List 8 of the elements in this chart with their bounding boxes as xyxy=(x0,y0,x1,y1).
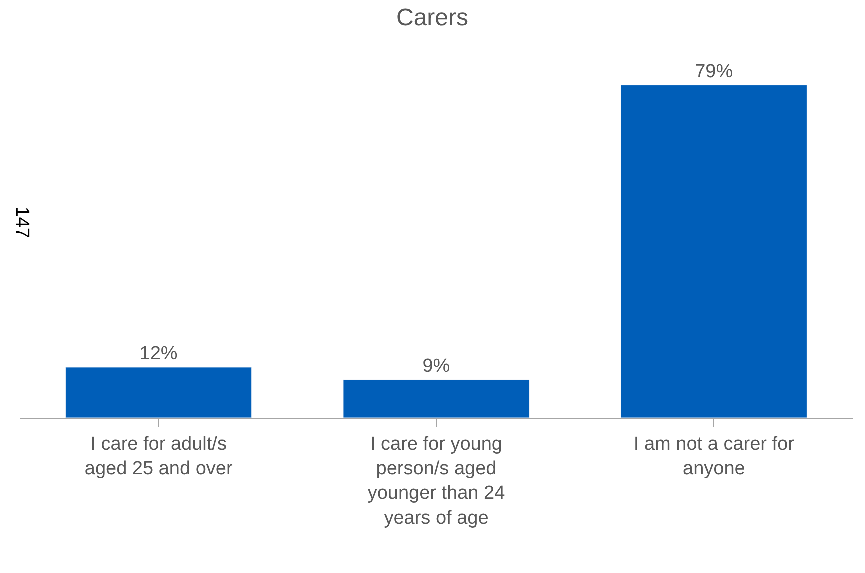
x-tick-label: I care for adult/s aged 25 and over xyxy=(84,434,234,480)
y-axis-title: 147 xyxy=(12,206,33,238)
data-label: 9% xyxy=(422,356,450,378)
x-tick-label: I care for young person/s aged younger than 24 years of age xyxy=(368,434,506,529)
data-label: 79% xyxy=(695,61,734,82)
x-tick-label: I am not a carer for anyone xyxy=(634,434,796,480)
chart-title: Carers xyxy=(396,4,469,32)
data-label: 12% xyxy=(140,343,178,364)
